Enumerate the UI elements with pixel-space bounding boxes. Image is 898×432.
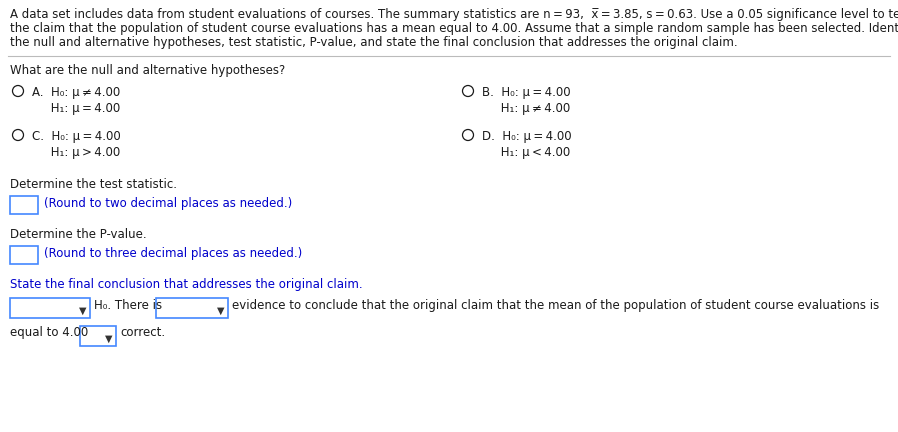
FancyBboxPatch shape bbox=[156, 298, 228, 318]
Text: C.  H₀: μ = 4.00: C. H₀: μ = 4.00 bbox=[32, 130, 120, 143]
Text: H₁: μ > 4.00: H₁: μ > 4.00 bbox=[32, 146, 120, 159]
Text: ▼: ▼ bbox=[104, 334, 112, 344]
Text: H₁: μ ≠ 4.00: H₁: μ ≠ 4.00 bbox=[482, 102, 570, 115]
Text: H₁: μ < 4.00: H₁: μ < 4.00 bbox=[482, 146, 570, 159]
Text: A data set includes data from student evaluations of courses. The summary statis: A data set includes data from student ev… bbox=[10, 8, 898, 21]
FancyBboxPatch shape bbox=[80, 326, 116, 346]
Text: the null and alternative hypotheses, test statistic, P-value, and state the fina: the null and alternative hypotheses, tes… bbox=[10, 36, 737, 49]
Text: Determine the test statistic.: Determine the test statistic. bbox=[10, 178, 177, 191]
Text: the claim that the population of student course evaluations has a mean equal to : the claim that the population of student… bbox=[10, 22, 898, 35]
FancyBboxPatch shape bbox=[10, 196, 38, 214]
Text: ▼: ▼ bbox=[78, 306, 86, 316]
Text: Determine the P-value.: Determine the P-value. bbox=[10, 228, 146, 241]
Text: H₁: μ = 4.00: H₁: μ = 4.00 bbox=[32, 102, 120, 115]
Text: (Round to two decimal places as needed.): (Round to two decimal places as needed.) bbox=[44, 197, 292, 210]
Text: evidence to conclude that the original claim that the mean of the population of : evidence to conclude that the original c… bbox=[232, 299, 879, 312]
FancyBboxPatch shape bbox=[10, 246, 38, 264]
Text: (Round to three decimal places as needed.): (Round to three decimal places as needed… bbox=[44, 247, 303, 260]
Text: What are the null and alternative hypotheses?: What are the null and alternative hypoth… bbox=[10, 64, 286, 77]
Text: A.  H₀: μ ≠ 4.00: A. H₀: μ ≠ 4.00 bbox=[32, 86, 120, 99]
FancyBboxPatch shape bbox=[10, 298, 90, 318]
Text: D.  H₀: μ = 4.00: D. H₀: μ = 4.00 bbox=[482, 130, 572, 143]
Text: State the final conclusion that addresses the original claim.: State the final conclusion that addresse… bbox=[10, 278, 363, 291]
Text: ▼: ▼ bbox=[216, 306, 224, 316]
Text: B.  H₀: μ = 4.00: B. H₀: μ = 4.00 bbox=[482, 86, 570, 99]
Text: H₀. There is: H₀. There is bbox=[94, 299, 163, 312]
Text: correct.: correct. bbox=[120, 326, 165, 339]
Text: equal to 4.00: equal to 4.00 bbox=[10, 326, 88, 339]
